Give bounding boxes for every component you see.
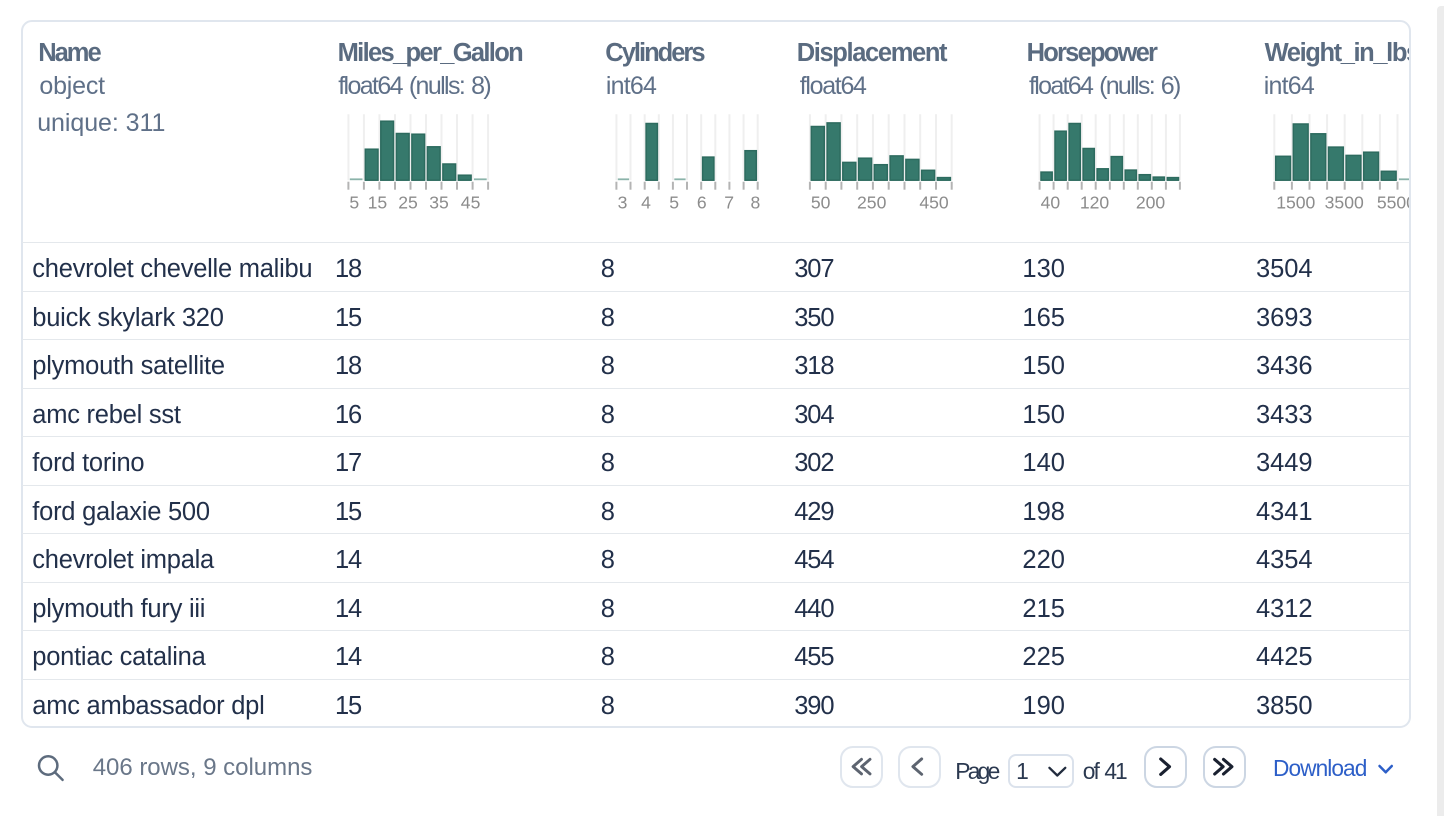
- svg-text:120: 120: [1080, 193, 1110, 213]
- svg-text:45: 45: [461, 193, 481, 213]
- svg-text:7: 7: [724, 193, 734, 213]
- svg-text:3: 3: [618, 193, 628, 213]
- svg-text:200: 200: [1136, 193, 1166, 213]
- svg-text:5: 5: [669, 193, 679, 213]
- svg-text:25: 25: [398, 193, 418, 213]
- svg-text:4: 4: [641, 193, 651, 213]
- svg-text:15: 15: [368, 193, 388, 213]
- svg-text:3500: 3500: [1325, 193, 1364, 213]
- svg-text:35: 35: [429, 193, 449, 213]
- svg-text:250: 250: [857, 193, 887, 213]
- svg-text:6: 6: [697, 193, 707, 213]
- svg-text:50: 50: [811, 193, 831, 213]
- svg-text:8: 8: [751, 193, 761, 213]
- svg-text:40: 40: [1041, 193, 1061, 213]
- svg-text:5500: 5500: [1377, 193, 1409, 213]
- svg-text:5: 5: [349, 193, 359, 213]
- svg-text:450: 450: [919, 193, 949, 213]
- svg-text:1500: 1500: [1276, 193, 1315, 213]
